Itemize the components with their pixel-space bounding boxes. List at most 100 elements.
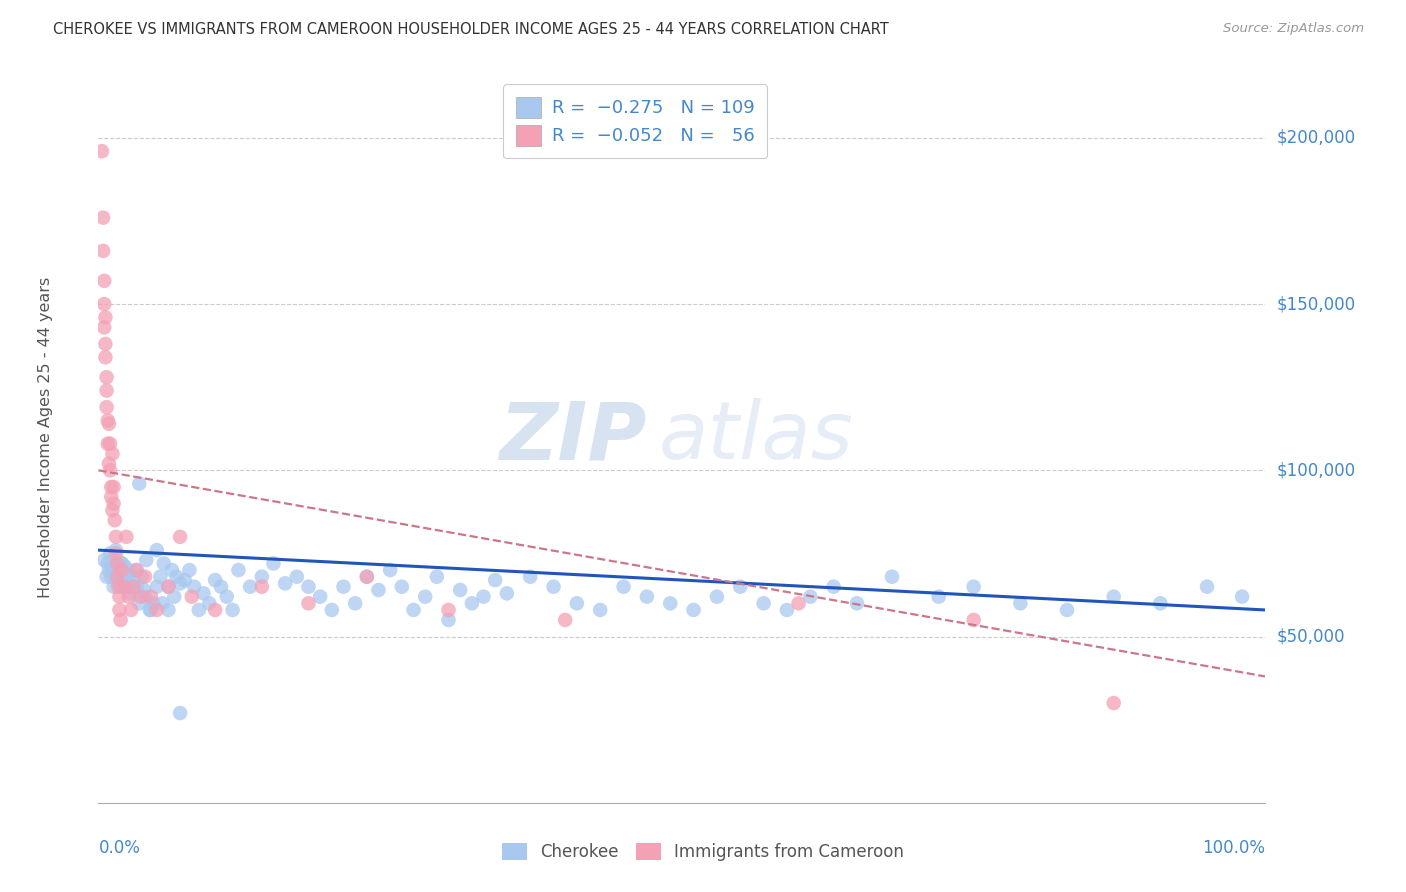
Point	[101, 447, 124, 461]
Point	[105, 573, 128, 587]
Point	[134, 570, 156, 584]
Point	[1195, 580, 1218, 594]
Point	[250, 580, 273, 594]
Point	[112, 580, 135, 594]
Point	[682, 603, 704, 617]
Point	[461, 596, 484, 610]
Point	[131, 570, 153, 584]
Point	[193, 586, 215, 600]
Point	[128, 476, 150, 491]
Point	[204, 573, 226, 587]
Point	[1230, 590, 1253, 604]
Point	[356, 570, 378, 584]
Point	[103, 497, 125, 511]
Point	[160, 563, 183, 577]
Point	[101, 503, 124, 517]
Point	[163, 590, 186, 604]
Point	[94, 310, 117, 325]
Point	[104, 566, 127, 581]
Point	[146, 603, 169, 617]
Point	[132, 582, 155, 597]
Point	[1102, 696, 1125, 710]
Point	[274, 576, 297, 591]
Point	[787, 596, 810, 610]
Point	[285, 570, 308, 584]
Point	[146, 580, 169, 594]
Point	[110, 580, 132, 594]
Point	[180, 590, 202, 604]
Point	[1102, 590, 1125, 604]
Point	[120, 586, 142, 600]
Point	[91, 211, 114, 225]
Point	[122, 580, 145, 594]
Point	[114, 559, 136, 574]
Text: atlas: atlas	[658, 398, 853, 476]
Point	[437, 603, 460, 617]
Point	[228, 563, 250, 577]
Point	[115, 530, 138, 544]
Point	[97, 436, 120, 450]
Point	[111, 557, 134, 571]
Point	[111, 563, 134, 577]
Point	[484, 573, 506, 587]
Point	[169, 530, 191, 544]
Point	[846, 596, 869, 610]
Point	[104, 557, 127, 571]
Point	[309, 590, 332, 604]
Point	[239, 580, 262, 594]
Point	[96, 384, 118, 398]
Point	[730, 580, 752, 594]
Point	[118, 590, 141, 604]
Point	[183, 580, 205, 594]
Text: $200,000: $200,000	[1277, 128, 1355, 147]
Point	[426, 570, 449, 584]
Point	[402, 603, 425, 617]
Point	[204, 603, 226, 617]
Point	[297, 580, 319, 594]
Point	[221, 603, 243, 617]
Point	[321, 603, 343, 617]
Point	[125, 563, 148, 577]
Text: $150,000: $150,000	[1277, 295, 1355, 313]
Point	[215, 590, 238, 604]
Point	[100, 490, 122, 504]
Point	[105, 570, 128, 584]
Text: CHEROKEE VS IMMIGRANTS FROM CAMEROON HOUSEHOLDER INCOME AGES 25 - 44 YEARS CORRE: CHEROKEE VS IMMIGRANTS FROM CAMEROON HOU…	[53, 22, 889, 37]
Point	[962, 613, 984, 627]
Point	[117, 576, 139, 591]
Point	[93, 320, 115, 334]
Text: ZIP: ZIP	[499, 398, 647, 476]
Point	[187, 603, 209, 617]
Point	[90, 144, 112, 158]
Point	[169, 576, 191, 591]
Point	[146, 543, 169, 558]
Point	[152, 596, 174, 610]
Point	[97, 417, 120, 431]
Point	[107, 563, 129, 577]
Point	[108, 603, 131, 617]
Point	[111, 566, 134, 581]
Point	[98, 463, 121, 477]
Point	[149, 570, 172, 584]
Point	[97, 457, 120, 471]
Point	[173, 573, 195, 587]
Point	[122, 580, 145, 594]
Point	[752, 596, 775, 610]
Point	[117, 570, 139, 584]
Point	[110, 613, 132, 627]
Point	[262, 557, 284, 571]
Point	[96, 400, 118, 414]
Point	[112, 573, 135, 587]
Legend: R =  −0.275   N = 109, R =  −0.052   N =   56: R = −0.275 N = 109, R = −0.052 N = 56	[503, 84, 768, 158]
Point	[413, 590, 436, 604]
Point	[332, 580, 354, 594]
Point	[169, 706, 191, 720]
Point	[449, 582, 471, 597]
Point	[103, 580, 125, 594]
Text: 0.0%: 0.0%	[98, 839, 141, 857]
Point	[706, 590, 728, 604]
Point	[880, 570, 903, 584]
Point	[636, 590, 658, 604]
Point	[356, 570, 378, 584]
Point	[823, 580, 845, 594]
